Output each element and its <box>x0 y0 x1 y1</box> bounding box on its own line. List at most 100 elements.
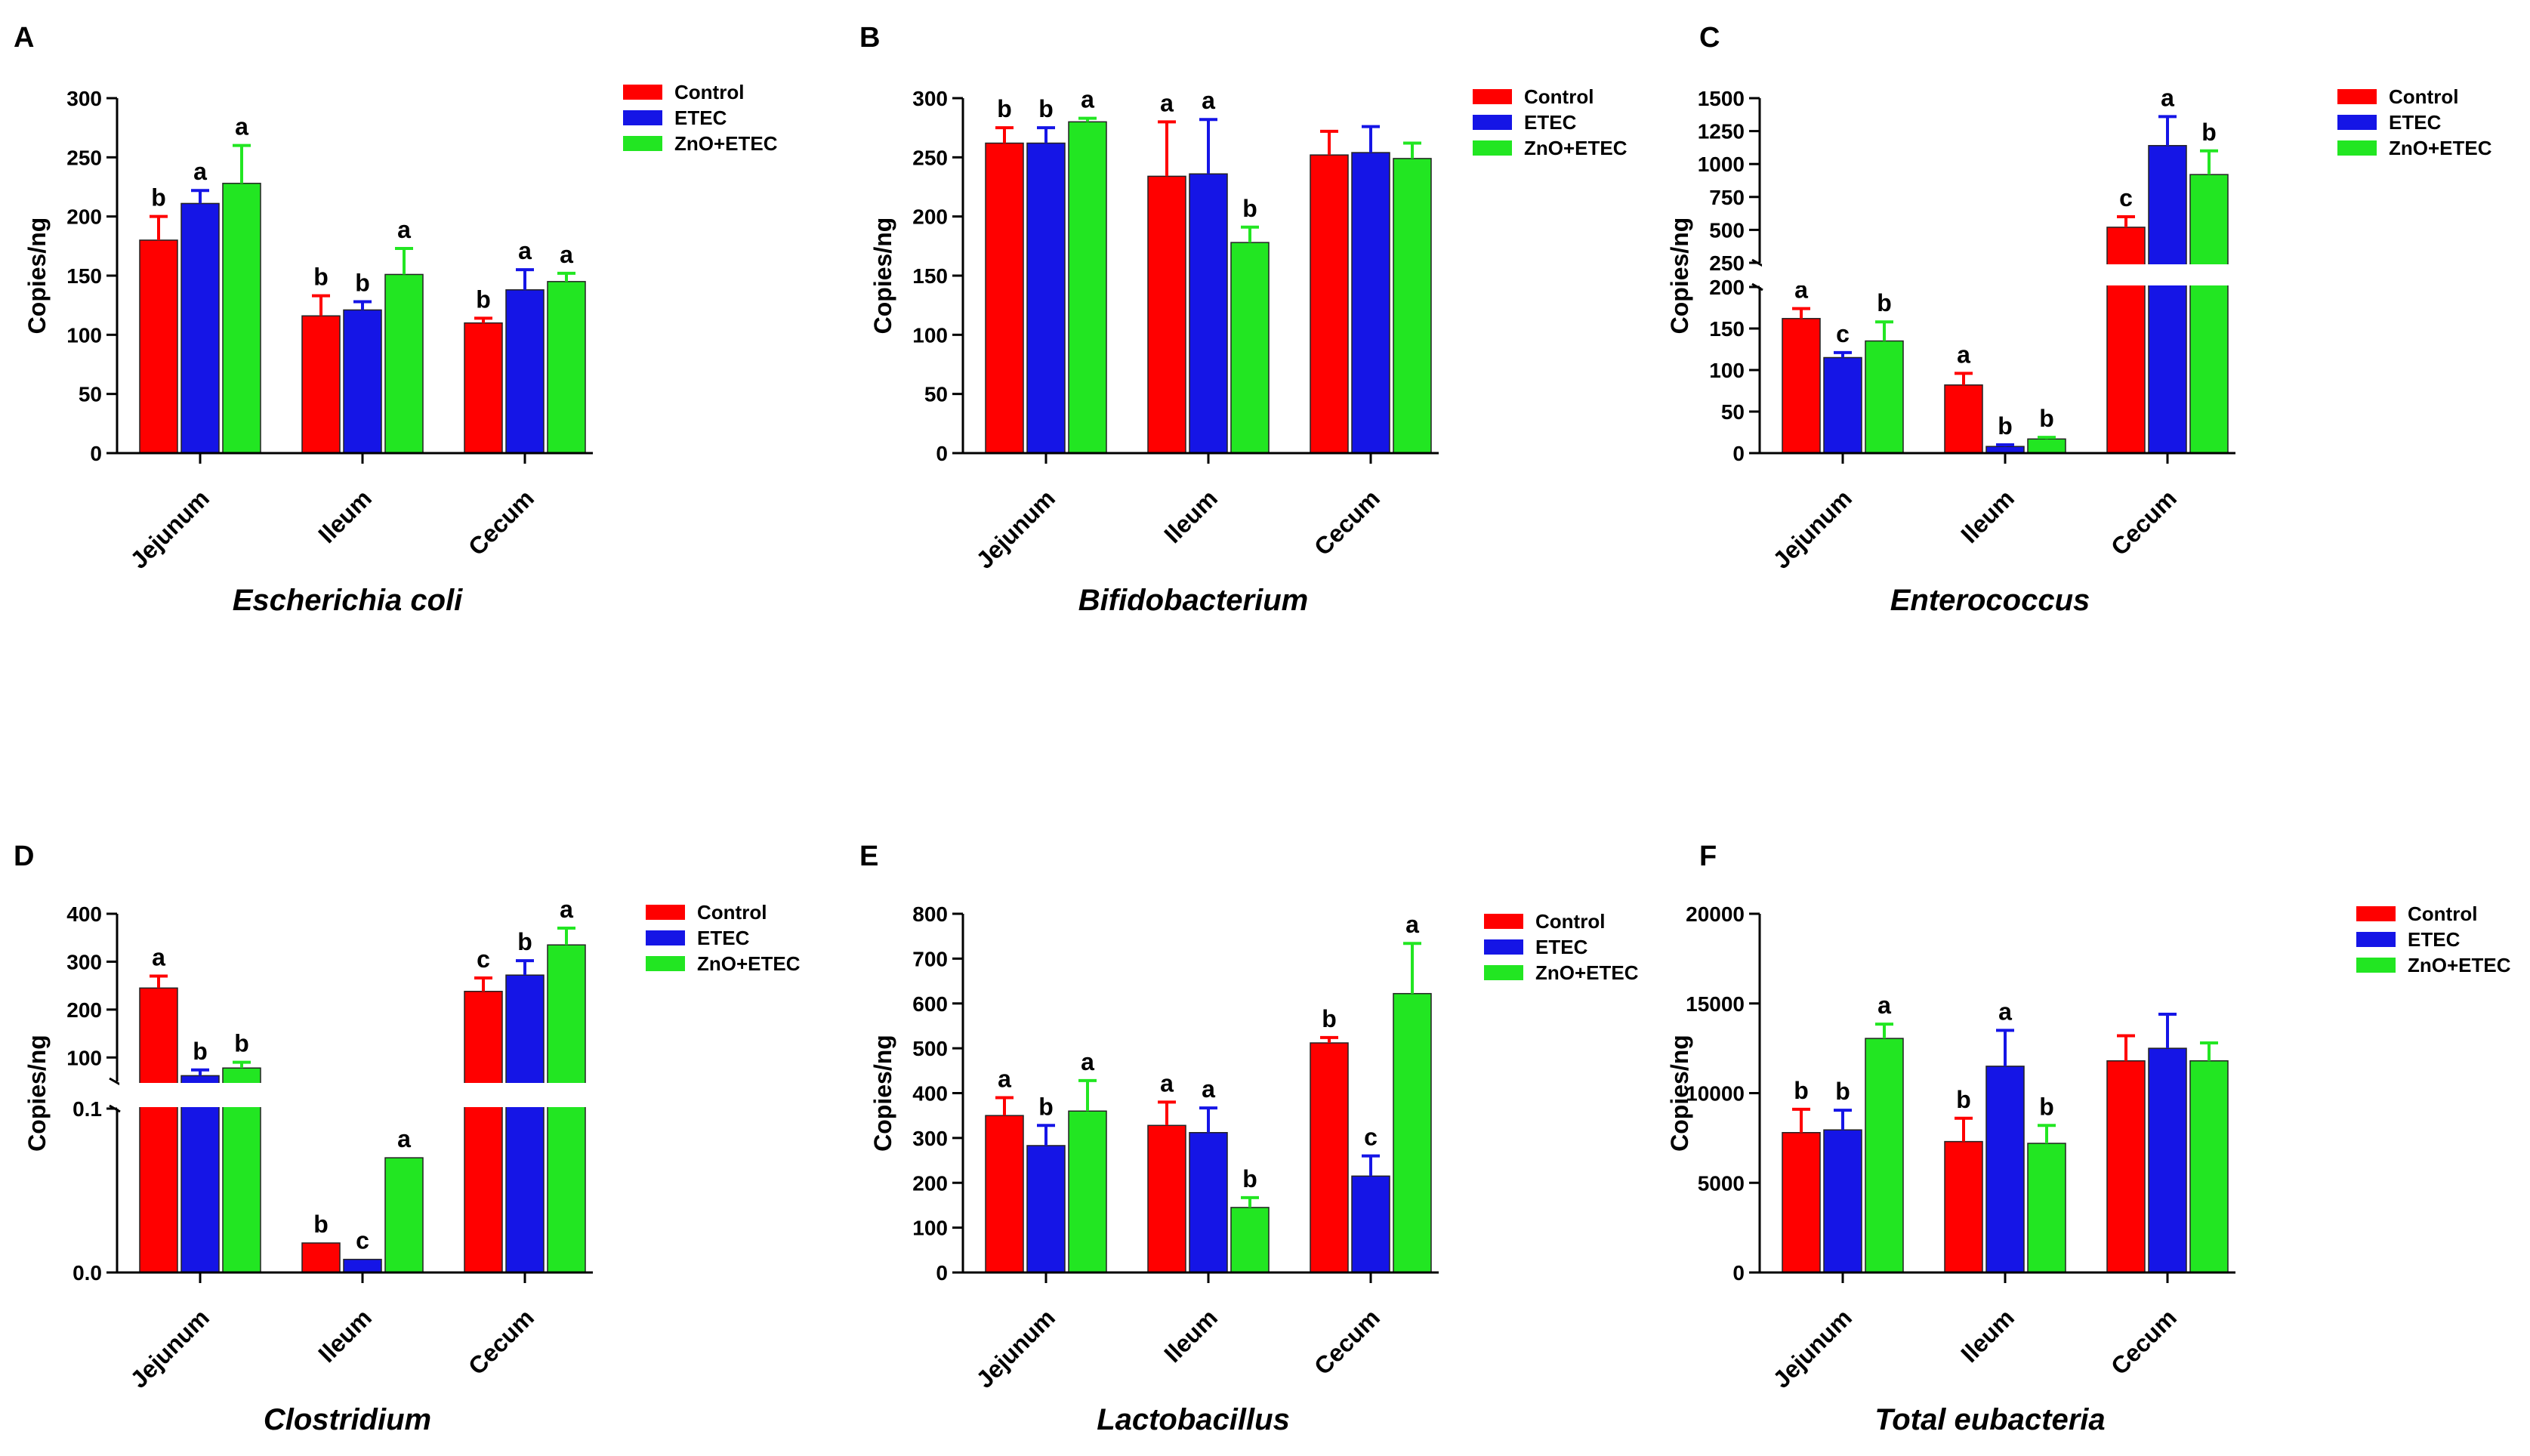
legend-swatch <box>1473 140 1512 156</box>
bar <box>985 142 1024 454</box>
legend-swatch <box>1473 89 1512 104</box>
bar <box>180 202 220 454</box>
significance-label: a <box>560 241 573 268</box>
significance-label: b <box>1877 289 1892 316</box>
significance-label: a <box>1877 992 1891 1019</box>
chart-title: Lactobacillus <box>1097 1403 1290 1436</box>
y-tick-label: 200 <box>66 205 102 229</box>
legend-swatch <box>646 930 685 945</box>
bar <box>222 183 261 454</box>
bar <box>2189 174 2229 454</box>
y-tick-label: 250 <box>66 146 102 169</box>
significance-label: b <box>1835 1078 1850 1105</box>
significance-label: b <box>997 95 1012 122</box>
y-axis-label: Copies/ng <box>23 217 51 335</box>
legend-label: Control <box>1535 910 1605 933</box>
category-label: Jejunum <box>970 484 1060 573</box>
significance-label: a <box>560 896 573 923</box>
y-tick-label: 200 <box>912 205 948 229</box>
legend-label: ZnO+ETEC <box>1535 961 1639 984</box>
bar <box>464 991 503 1273</box>
significance-label: a <box>1081 1048 1094 1075</box>
y-tick-label: 200 <box>912 1171 948 1195</box>
bar <box>1189 173 1228 454</box>
category-label: Jejunum <box>970 1303 1060 1393</box>
significance-label: c <box>1836 320 1850 347</box>
bar <box>1147 1124 1186 1273</box>
bar <box>1026 142 1066 454</box>
significance-label: a <box>1405 911 1419 938</box>
significance-label: a <box>1998 998 2012 1025</box>
y-tick-label: 200 <box>1709 276 1745 299</box>
chart-title: Enterococcus <box>1890 584 2090 617</box>
bar <box>1865 1038 1904 1273</box>
bar <box>1823 356 1862 454</box>
bar <box>1393 158 1432 454</box>
y-tick-label: 10000 <box>1686 1082 1745 1106</box>
legend-swatch <box>646 956 685 971</box>
y-tick-label: 150 <box>912 264 948 288</box>
category-label: Cecum <box>463 484 539 560</box>
bar <box>2148 1047 2187 1273</box>
legend-swatch <box>1473 115 1512 130</box>
legend-swatch <box>623 85 662 100</box>
significance-label: a <box>193 158 207 185</box>
category-label: Jejunum <box>1767 1303 1856 1393</box>
significance-label: b <box>517 928 532 955</box>
bar <box>139 239 178 454</box>
y-tick-label: 600 <box>912 992 948 1016</box>
significance-label: b <box>2201 119 2217 146</box>
axis-break-gap <box>1762 264 2238 285</box>
chart-title: Total eubacteria <box>1874 1403 2105 1436</box>
legend-swatch <box>2337 140 2377 156</box>
legend-label: Control <box>1524 85 1594 108</box>
bar <box>464 322 503 454</box>
legend-label: Control <box>697 901 767 924</box>
significance-label: a <box>1202 1075 1215 1103</box>
significance-label: c <box>356 1227 369 1254</box>
panel-d: Dab bJejunumbcaIleumcbaCecum0.00.11002003… <box>14 841 801 1436</box>
legend-label: Control <box>674 81 744 103</box>
significance-label: b <box>313 1211 329 1238</box>
bar <box>1230 242 1270 454</box>
bar <box>1944 384 1983 454</box>
chart-title: Bifidobacterium <box>1078 584 1308 617</box>
bar <box>1068 1110 1107 1273</box>
y-tick-label: 300 <box>66 950 102 973</box>
y-tick-label: 100 <box>1709 359 1745 382</box>
bar <box>1351 152 1390 454</box>
bar <box>301 1242 341 1273</box>
bar <box>1944 1140 1983 1273</box>
bar <box>1189 1132 1228 1273</box>
category-label: Ileum <box>1955 484 2019 548</box>
significance-label: a <box>518 237 532 264</box>
legend-swatch <box>1484 965 1523 980</box>
y-axis-label: Copies/ng <box>1666 1035 1693 1152</box>
bar <box>1068 121 1107 454</box>
y-tick-label: 250 <box>1709 251 1745 275</box>
significance-label: c <box>2119 184 2133 211</box>
y-tick-label: 500 <box>912 1037 948 1060</box>
bar <box>301 315 341 454</box>
category-label: Jejunum <box>125 1303 214 1393</box>
significance-label: c <box>1364 1124 1378 1151</box>
y-tick-label: 0.0 <box>73 1261 102 1285</box>
bar <box>2148 145 2187 454</box>
legend-label: ETEC <box>697 927 750 949</box>
y-axis-label: Copies/ng <box>23 1035 51 1152</box>
bar <box>1782 1132 1821 1273</box>
category-label: Cecum <box>1309 484 1385 560</box>
bar <box>2027 1143 2066 1273</box>
y-tick-label: 200 <box>66 998 102 1022</box>
y-axis-label: Copies/ng <box>869 217 896 335</box>
bar <box>2106 227 2146 454</box>
y-tick-label: 400 <box>66 902 102 926</box>
y-tick-label: 5000 <box>1698 1171 1745 1195</box>
legend-label: ZnO+ETEC <box>674 132 778 155</box>
y-tick-label: 300 <box>66 87 102 110</box>
legend-swatch <box>1484 914 1523 929</box>
bar <box>547 281 586 454</box>
y-tick-label: 0 <box>936 442 948 465</box>
